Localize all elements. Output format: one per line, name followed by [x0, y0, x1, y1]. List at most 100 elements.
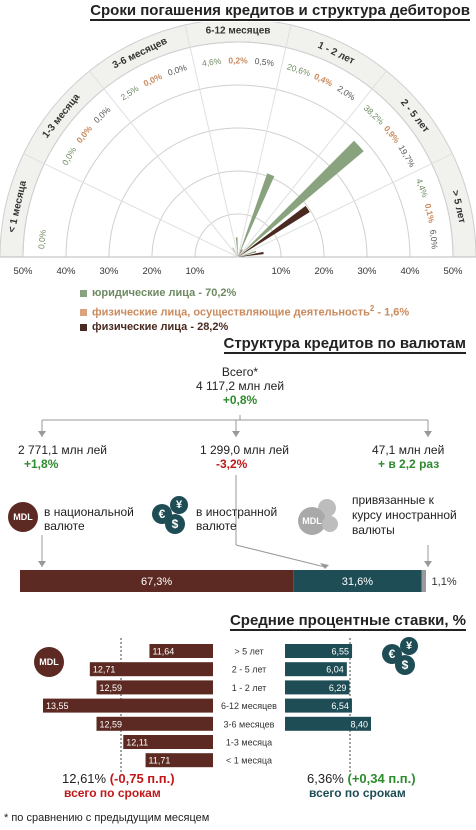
rates-bar-mdl: [89, 662, 213, 677]
pegged-desc-line3: валюты: [352, 523, 395, 537]
footer-note: * по сравнению с предыдущим месяцем: [4, 812, 210, 824]
currency-segment: [293, 570, 422, 592]
radial-value-label: 2,5%: [119, 83, 141, 102]
radial-wedge: [238, 251, 264, 257]
radial-value-label: 0,5%: [254, 56, 275, 69]
national-value: 2 771,1 млн лей: [18, 443, 107, 457]
radial-value-label: 0,2%: [228, 55, 248, 65]
radial-divider: [237, 153, 453, 258]
rates-bar-foreign-label: 6,04: [326, 665, 344, 675]
legend-item-legal: юридические лица - 70,2%: [80, 287, 236, 299]
rates-bar-mdl-label: 12,71: [93, 665, 116, 675]
rates-category-label: < 1 месяца: [226, 756, 272, 766]
mdl-rates-icon: MDL: [34, 647, 64, 677]
radial-value-label: 2,0%: [336, 83, 358, 102]
radial-divider: [23, 153, 239, 258]
rates-bar-mdl-label: 11,64: [152, 647, 174, 657]
currency-structure-bar: 67,3% 31,6% 1,1%: [20, 570, 457, 592]
total-value: 4 117,2 млн лей: [195, 379, 285, 393]
rates-bar-mdl: [145, 753, 213, 768]
currency-segment: [20, 570, 294, 592]
radial-value-label: 0,0%: [74, 123, 94, 145]
radial-ring: [151, 170, 325, 258]
radial-ring: [65, 84, 411, 258]
pegged-value: 47,1 млн лей: [372, 443, 445, 457]
rates-category-label: 2 - 5 лет: [232, 665, 267, 675]
legend-item-individuals: физические лица - 28,2%: [80, 321, 228, 333]
foreign-value: 1 299,0 млн лей: [200, 443, 289, 457]
foreign-desc-line1: в иностранной: [196, 505, 278, 519]
radial-wedge: [238, 140, 364, 257]
radial-divider: [237, 24, 292, 258]
radial-value-label: 20,6%: [286, 61, 312, 78]
mdl-gray-badge: MDL: [298, 507, 326, 535]
right-total-block: 6,36% (+0,34 п.п.) всего по срокам: [307, 771, 416, 800]
radial-ring: [22, 41, 454, 258]
dollar-coin-icon: $: [165, 514, 185, 534]
rates-bar-mdl: [96, 680, 213, 695]
foreign-change: -3,2%: [216, 457, 248, 471]
rates-bar-foreign-label: 6,29: [329, 683, 347, 693]
rates-category-label: 6-12 месяцев: [221, 701, 277, 711]
radial-value-label: 6,0%: [428, 229, 440, 250]
pegged-change: + в 2,2 раз: [378, 457, 440, 471]
radial-axis-tick: 20%: [314, 266, 334, 277]
total-block: Всего* 4 117,2 млн лей +0,8%: [180, 365, 300, 407]
radial-value-label: 38,2%: [362, 103, 387, 127]
left-total: 12,61%: [62, 771, 107, 786]
national-desc: в национальной валюте: [44, 505, 134, 533]
left-total-block: 12,61% (-0,75 п.п.) всего по срокам: [62, 771, 175, 800]
radial-axis-tick: 50%: [443, 266, 463, 277]
radial-wedge: [238, 249, 243, 257]
rates-bar-mdl-label: 12,59: [100, 719, 123, 729]
radial-value-label: 0,0%: [60, 145, 79, 167]
radial-axis-tick: 20%: [142, 266, 162, 277]
right-caption: всего по срокам: [309, 786, 406, 800]
radial-wedge: [238, 205, 310, 257]
foreign-desc: в иностранной валюте: [196, 505, 277, 533]
radial-category-label: 6-12 месяцев: [206, 26, 271, 37]
pegged-desc: привязанные к курсу иностранной валюты: [352, 493, 457, 538]
legend-swatch-individuals: [80, 323, 87, 331]
section3-title: Средние процентные ставки, %: [229, 612, 466, 631]
radial-value-label: 4,6%: [201, 56, 222, 69]
pegged-block: 47,1 млн лей + в 2,2 раз: [372, 443, 444, 471]
radial-axis-tick: 40%: [400, 266, 420, 277]
radial-wedge: [238, 254, 242, 257]
legend-item-entrepreneurs: физические лица, осуществляющие деятельн…: [80, 304, 409, 319]
rates-category-label: > 5 лет: [234, 647, 263, 657]
currency-segment-label: 31,6%: [342, 576, 373, 588]
radial-axis-tick: 50%: [13, 266, 33, 277]
rates-category-label: 1-3 месяца: [226, 738, 272, 748]
right-change: (+0,34 п.п.): [347, 771, 416, 786]
radial-value-label: 0,9%: [382, 124, 402, 146]
radial-ring: [108, 127, 368, 258]
interest-rates-chart: > 5 лет 11,64 6,55 2 - 5 лет 12,71 6,04 1 - 2 …: [43, 638, 371, 772]
rates-bar-foreign: [285, 698, 352, 713]
radial-value-label: 0,0%: [92, 104, 113, 125]
radial-value-label: 0,1%: [423, 203, 437, 225]
radial-divider: [237, 70, 387, 258]
currency-segment-label: 1,1%: [432, 576, 457, 588]
radial-axis-tick: 10%: [185, 266, 205, 277]
section2-title: Структура кредитов по валютам: [223, 335, 466, 354]
radial-value-label: 0,4%: [312, 71, 334, 89]
pegged-desc-line1: привязанные к: [352, 493, 434, 507]
rates-bar-foreign-label: 8,40: [350, 719, 368, 729]
radial-wedge: [238, 173, 275, 257]
radial-divider: [184, 24, 239, 258]
rates-yen-coin-icon: ¥: [400, 637, 418, 655]
gray-coin-bottom-icon: [322, 516, 338, 532]
total-change: +0,8%: [222, 393, 258, 407]
radial-divider: [89, 70, 239, 258]
currency-segment-label: 67,3%: [141, 576, 172, 588]
radial-value-label: 19,7%: [396, 143, 417, 169]
rates-category-label: 3-6 месяцев: [224, 719, 275, 729]
national-desc-line1: в национальной: [44, 505, 134, 519]
radial-axis-tick: 30%: [99, 266, 119, 277]
radial-wedge: [238, 250, 257, 257]
radial-axis-tick: 40%: [56, 266, 76, 277]
legend-swatch-entrepreneurs: [80, 309, 87, 317]
left-caption: всего по срокам: [64, 786, 161, 800]
rates-bar-foreign: [285, 716, 371, 731]
